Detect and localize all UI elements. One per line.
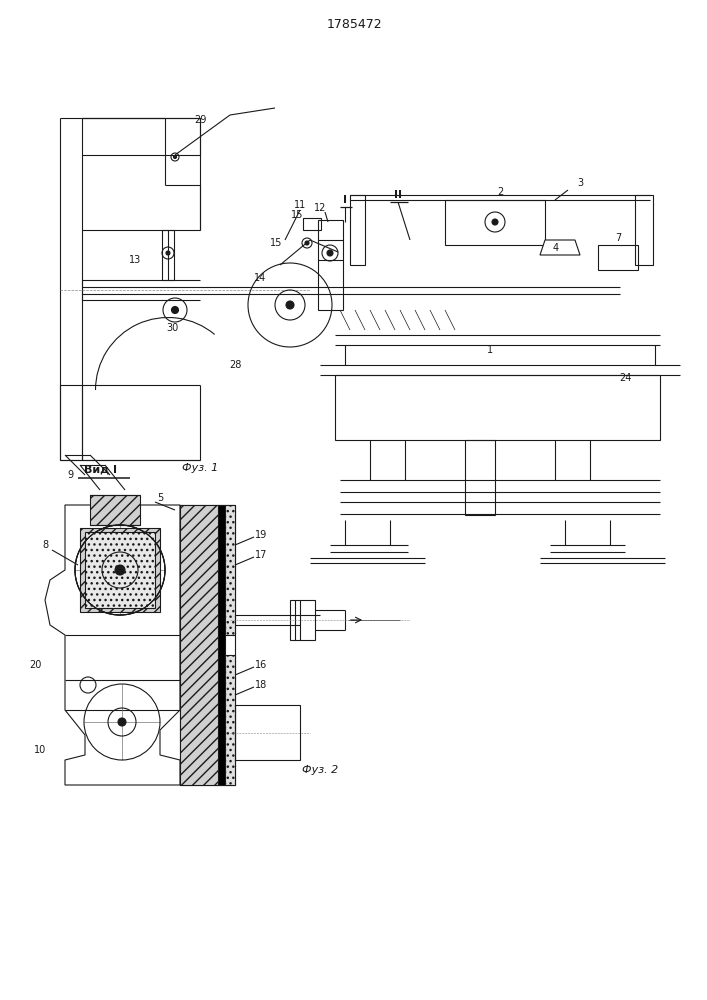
Text: 7: 7 (615, 233, 621, 243)
Text: 14: 14 (254, 273, 266, 283)
Bar (290, 600, 315, 640)
Bar (235, 705, 300, 760)
Text: 24: 24 (619, 373, 631, 383)
Text: 17: 17 (255, 550, 267, 560)
Text: 15: 15 (270, 238, 282, 248)
Text: 1785472: 1785472 (326, 18, 382, 31)
Text: 15: 15 (291, 210, 303, 220)
Bar (303, 218, 321, 230)
Text: 8: 8 (42, 540, 48, 550)
Bar (218, 505, 225, 785)
Circle shape (118, 718, 126, 726)
Bar (335, 375, 660, 440)
Text: 9: 9 (67, 470, 73, 480)
Bar (225, 655, 235, 785)
Polygon shape (540, 240, 580, 255)
Circle shape (173, 155, 177, 158)
Text: 2: 2 (497, 187, 503, 197)
Text: 20: 20 (29, 660, 41, 670)
Bar (180, 505, 235, 785)
Text: 10: 10 (34, 745, 46, 755)
Text: II: II (394, 190, 402, 200)
Bar (445, 200, 545, 245)
Bar (635, 195, 653, 265)
Text: 5: 5 (157, 493, 163, 503)
Circle shape (172, 306, 178, 314)
Bar (162, 230, 174, 280)
Bar (180, 505, 218, 785)
Text: 19: 19 (255, 530, 267, 540)
Bar (85, 532, 155, 608)
Text: 13: 13 (129, 255, 141, 265)
Text: 12: 12 (314, 203, 326, 213)
Text: Вид I: Вид I (83, 465, 117, 475)
Circle shape (115, 565, 125, 575)
Circle shape (327, 250, 333, 256)
Bar (80, 528, 160, 612)
Text: 18: 18 (255, 680, 267, 690)
Text: 28: 28 (229, 360, 241, 370)
Circle shape (115, 565, 125, 575)
Text: 16: 16 (255, 660, 267, 670)
Circle shape (305, 241, 309, 245)
Text: Фуз. 2: Фуз. 2 (302, 765, 338, 775)
Circle shape (166, 251, 170, 255)
Text: 30: 30 (166, 323, 178, 333)
Circle shape (286, 301, 294, 309)
Text: 1: 1 (487, 345, 493, 355)
Bar (350, 195, 365, 265)
Bar (318, 220, 343, 310)
Text: 29: 29 (194, 115, 206, 125)
Text: 4: 4 (553, 243, 559, 253)
Circle shape (492, 219, 498, 225)
Bar (598, 245, 638, 270)
Text: 11: 11 (294, 200, 306, 210)
Bar (225, 505, 235, 635)
Bar (90, 495, 140, 525)
Text: I: I (343, 195, 347, 205)
Text: 3: 3 (577, 178, 583, 188)
Text: Фуз. 1: Фуз. 1 (182, 463, 218, 473)
Bar (465, 440, 495, 515)
Polygon shape (45, 505, 180, 785)
